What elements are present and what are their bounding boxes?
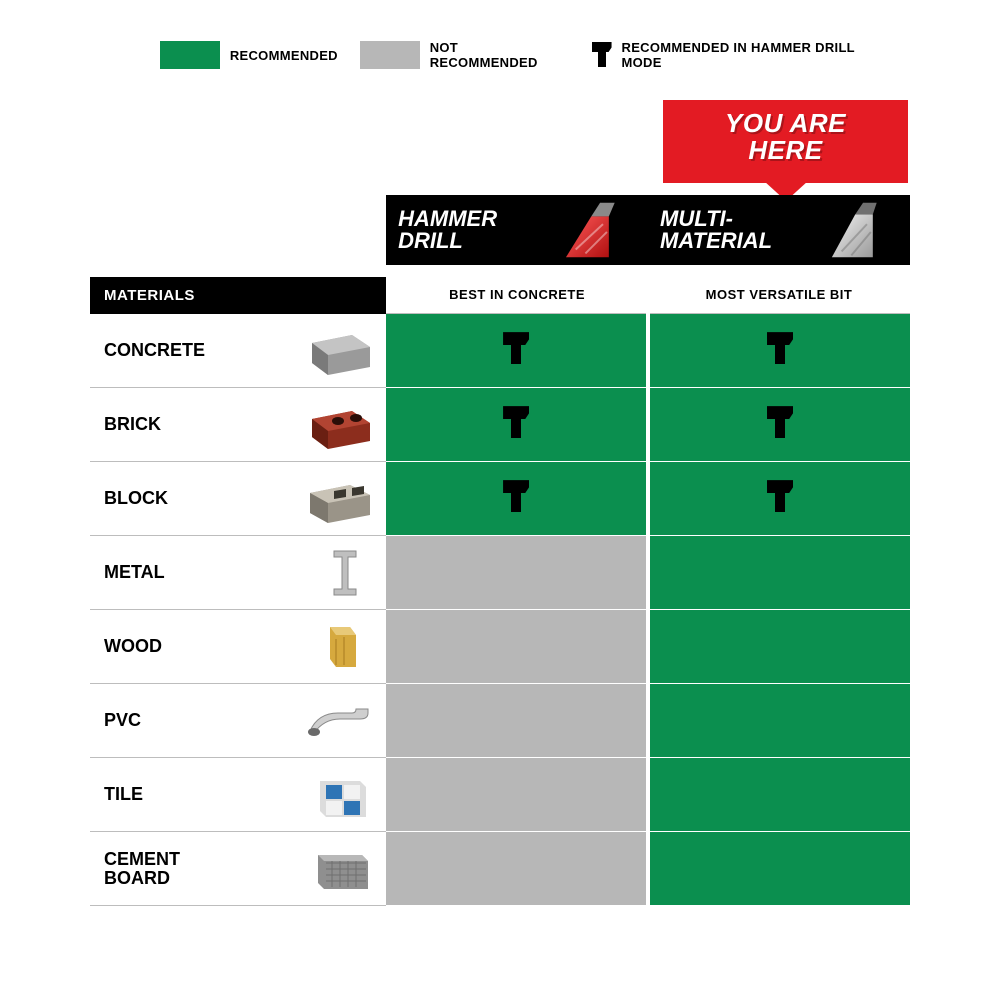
- hammer-icon: [767, 480, 793, 512]
- col-header-hammer-drill: HAMMER DRILL: [386, 195, 648, 265]
- value-cell: [648, 388, 910, 462]
- material-label: BRICK: [104, 415, 161, 434]
- legend-label-hammer-mode: RECOMMENDED IN HAMMER DRILL MODE: [622, 40, 899, 70]
- legend: RECOMMENDED NOT RECOMMENDED RECOMMENDED …: [160, 40, 910, 70]
- value-cell: [386, 536, 648, 610]
- material-label: PVC: [104, 711, 141, 730]
- table-row: PVC: [90, 684, 910, 758]
- material-cell: WOOD: [90, 610, 386, 684]
- value-cell: [648, 832, 910, 906]
- hammer-icon: [503, 480, 529, 512]
- value-cell: [648, 684, 910, 758]
- material-cell: METAL: [90, 536, 386, 610]
- value-cell: [386, 462, 648, 536]
- drill-bit-red-icon: [564, 199, 642, 261]
- hammer-icon: [503, 332, 529, 364]
- material-cell: TILE: [90, 758, 386, 832]
- value-cell: [648, 462, 910, 536]
- table-row: CEMENTBOARD: [90, 832, 910, 906]
- value-cell: [386, 684, 648, 758]
- table-row: METAL: [90, 536, 910, 610]
- material-cell: CEMENTBOARD: [90, 832, 386, 906]
- block-icon: [304, 471, 374, 526]
- value-cell: [386, 758, 648, 832]
- material-label: CONCRETE: [104, 341, 205, 360]
- material-cell: PVC: [90, 684, 386, 758]
- cement-icon: [304, 841, 374, 896]
- hammer-icon: [767, 332, 793, 364]
- value-cell: [648, 610, 910, 684]
- tile-icon: [304, 767, 374, 822]
- material-label: TILE: [104, 785, 143, 804]
- table-row: CONCRETE: [90, 314, 910, 388]
- you-are-here-callout: YOU ARE HERE: [663, 100, 908, 183]
- legend-swatch-recommended: [160, 41, 220, 69]
- col-subtitle-1: MOST VERSATILE BIT: [648, 277, 910, 314]
- material-cell: BRICK: [90, 388, 386, 462]
- table-row: BRICK: [90, 388, 910, 462]
- col-header-line2: MATERIAL: [660, 228, 772, 253]
- col-header-line2: DRILL: [398, 228, 463, 253]
- legend-label-not-recommended: NOT RECOMMENDED: [430, 40, 570, 70]
- material-label: METAL: [104, 563, 165, 582]
- legend-label-recommended: RECOMMENDED: [230, 48, 338, 63]
- materials-header: MATERIALS: [90, 277, 386, 314]
- value-cell: [386, 832, 648, 906]
- hammer-icon: [767, 406, 793, 438]
- table-row: BLOCK: [90, 462, 910, 536]
- hammer-icon: [503, 406, 529, 438]
- pvc-icon: [304, 693, 374, 748]
- value-cell: [386, 314, 648, 388]
- value-cell: [386, 388, 648, 462]
- material-label: WOOD: [104, 637, 162, 656]
- callout-wrap: YOU ARE HERE: [90, 100, 908, 183]
- col-header-multi-material: MULTI- MATERIAL: [648, 195, 910, 265]
- col-subtitle-0: BEST IN CONCRETE: [386, 277, 648, 314]
- hammer-icon: [592, 42, 612, 68]
- wood-icon: [304, 619, 374, 674]
- table-row: WOOD: [90, 610, 910, 684]
- metal-icon: [304, 545, 374, 600]
- brick-icon: [304, 397, 374, 452]
- value-cell: [648, 758, 910, 832]
- concrete-icon: [304, 323, 374, 378]
- legend-swatch-not-recommended: [360, 41, 420, 69]
- value-cell: [386, 610, 648, 684]
- material-cell: BLOCK: [90, 462, 386, 536]
- value-cell: [648, 314, 910, 388]
- material-cell: CONCRETE: [90, 314, 386, 388]
- material-label: CEMENTBOARD: [104, 850, 180, 888]
- value-cell: [648, 536, 910, 610]
- material-label: BLOCK: [104, 489, 168, 508]
- comparison-table: HAMMER DRILL MULTI- MATERIAL MATERIA: [90, 195, 910, 907]
- drill-bit-silver-icon: [826, 199, 904, 261]
- table-row: TILE: [90, 758, 910, 832]
